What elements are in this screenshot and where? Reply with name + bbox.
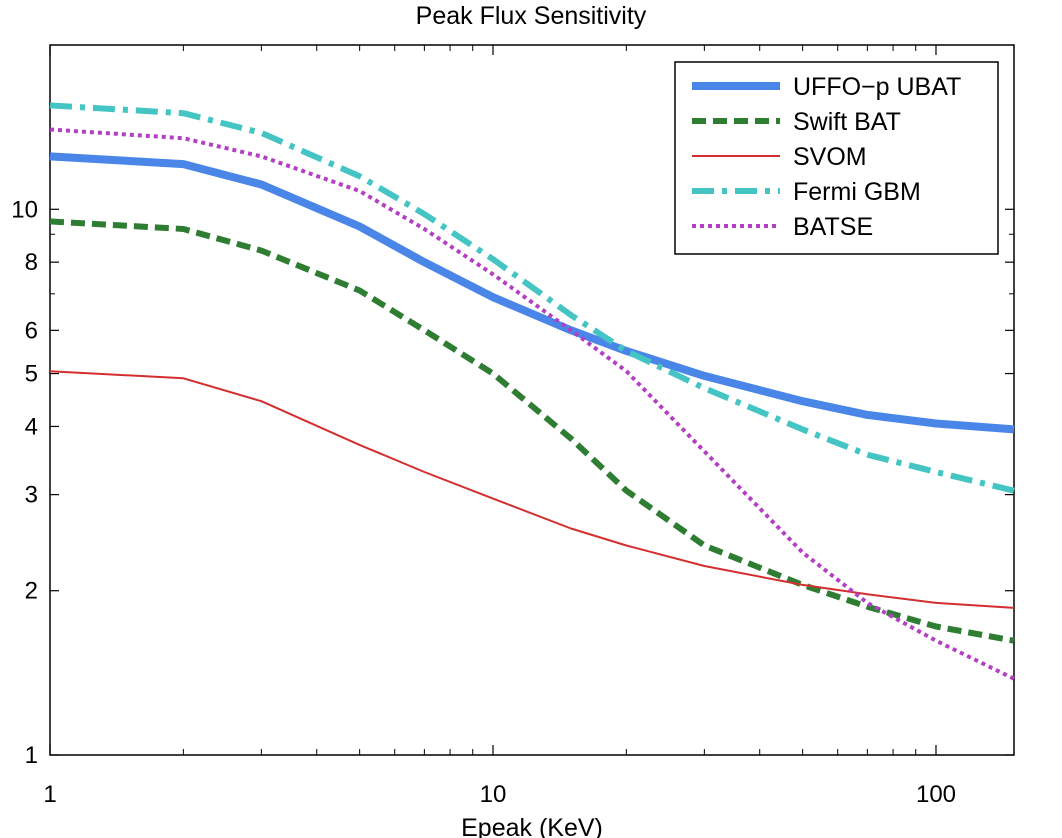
series-line <box>49 370 1015 609</box>
y-tick-label: 3 <box>25 482 38 509</box>
series-layer <box>49 102 1015 681</box>
legend-label: UFFO−p UBAT <box>793 73 961 101</box>
y-tick-label: 1 <box>25 742 38 769</box>
y-tick-label: 6 <box>25 317 38 344</box>
series-line <box>49 102 1015 494</box>
axis-ticks: 1 10 100 1 2 3 4 5 6 8 10 <box>11 45 1014 808</box>
x-axis-label: Epeak (KeV) <box>461 814 603 838</box>
legend-label: Swift BAT <box>793 108 901 136</box>
legend-box <box>674 61 999 255</box>
x-tick-label: 1 <box>43 781 56 808</box>
y-tick-label: 10 <box>11 196 38 223</box>
chart-title: Peak Flux Sensitivity <box>416 2 647 30</box>
y-tick-label: 4 <box>25 413 38 440</box>
legend-label: BATSE <box>793 213 873 241</box>
y-tick-label: 2 <box>25 578 38 605</box>
y-tick-label: 8 <box>25 249 38 276</box>
legend-label: Fermi GBM <box>793 178 921 206</box>
legend-label: SVOM <box>793 143 867 171</box>
y-tick-label: 5 <box>25 361 38 388</box>
series-line <box>49 218 1015 644</box>
series-line <box>49 127 1015 681</box>
plot-frame <box>49 44 1015 756</box>
x-tick-label: 10 <box>480 781 507 808</box>
legend: UFFO−p UBAT Swift BAT SVOM Fermi GBM BATSE <box>674 61 999 255</box>
x-tick-label: 100 <box>916 781 956 808</box>
